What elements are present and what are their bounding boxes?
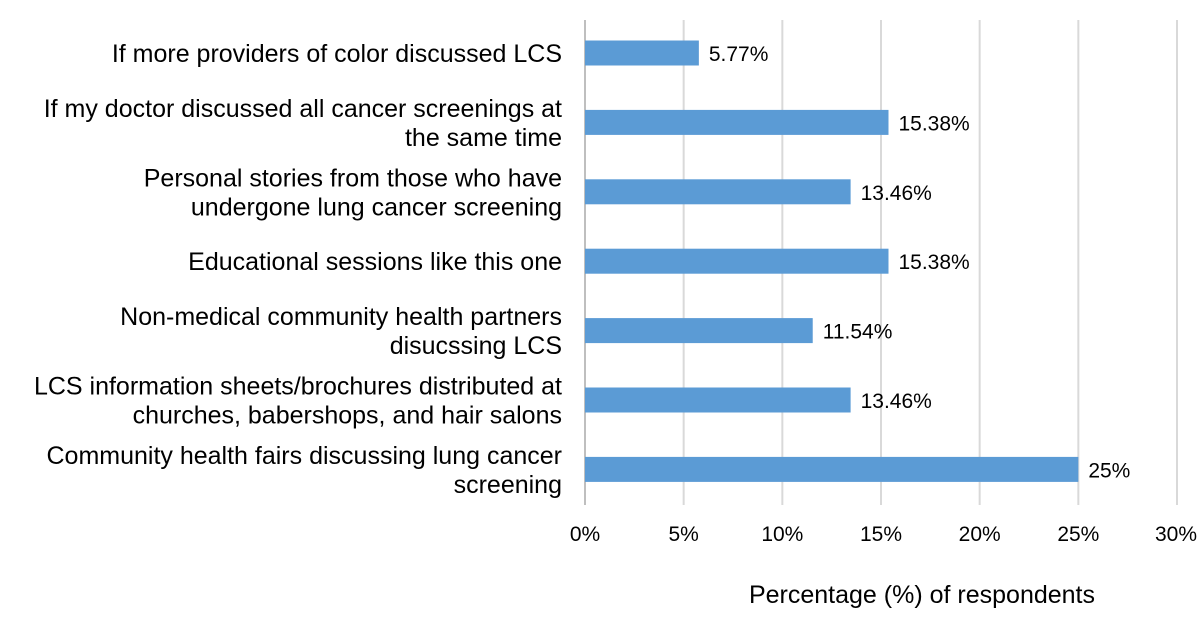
category-label-line: screening [454,471,562,499]
bar-1 [585,109,889,135]
value-label-0: 5.77% [709,43,769,66]
value-label-5: 13.46% [861,390,932,413]
value-label-6: 25% [1088,459,1130,482]
category-label-line: If my doctor discussed all cancer screen… [44,95,562,123]
bar-4 [585,318,813,344]
value-label-1: 15.38% [898,112,969,135]
x-tick-label-15: 15% [860,523,902,546]
value-label-4: 11.54% [823,321,893,344]
bar-6 [585,456,1079,482]
x-tick-label-30: 30% [1155,523,1197,546]
category-label-line: disucssing LCS [390,332,562,360]
category-label-2: Personal stories from those who have unde… [144,164,562,221]
x-tick-label-25: 25% [1057,523,1099,546]
x-axis-title: Percentage (%) of respondents [749,581,1095,609]
bars [585,40,1079,482]
value-label-3: 15.38% [898,251,969,274]
value-labels: 5.77% 15.38% 13.46% 15.38% 11.54% 13.46% 25% [709,43,1131,482]
category-label-4: Non-medical community health partners dis… [120,303,562,360]
category-label-line: churches, babershops, and hair salons [133,402,562,430]
x-tick-label-20: 20% [959,523,1001,546]
x-tick-label-5: 5% [668,523,698,546]
category-label-6: Community health fairs discussing lung c… [46,442,562,499]
category-label-line: the same time [405,124,562,152]
bar-0 [585,40,699,66]
category-label-line: If more providers of color discussed LCS [112,40,562,68]
category-label-1: If my doctor discussed all cancer screen… [44,95,562,152]
bar-3 [585,248,889,274]
category-label-line: Community health fairs discussing lung c… [46,442,562,470]
category-label-line: LCS information sheets/brochures distrib… [34,373,562,401]
value-label-2: 13.46% [861,182,932,205]
category-label-5: LCS information sheets/brochures distrib… [34,373,562,430]
category-label-line: Non-medical community health partners [120,303,562,331]
category-label-0: If more providers of color discussed LCS [112,40,562,68]
category-label-line: Personal stories from those who have [144,164,562,192]
category-labels: If more providers of color discussed LCS… [34,40,562,499]
x-tick-label-10: 10% [761,523,803,546]
x-tick-labels: 0% 5% 10% 15% 20% 25% 30% [570,523,1197,546]
x-tick-label-0: 0% [570,523,600,546]
category-label-line: Educational sessions like this one [188,248,562,276]
bar-5 [585,387,851,413]
bar-2 [585,179,851,205]
category-label-line: undergone lung cancer screening [191,193,562,221]
category-label-3: Educational sessions like this one [188,248,562,276]
